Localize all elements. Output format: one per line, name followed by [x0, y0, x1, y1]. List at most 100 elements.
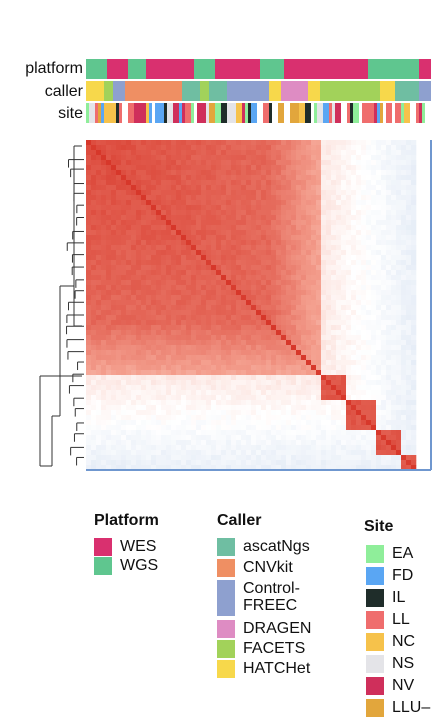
heatmap-cell	[136, 225, 142, 231]
heatmap-cell	[396, 375, 402, 381]
heatmap-cell	[101, 425, 107, 431]
heatmap-cell	[286, 310, 292, 316]
heatmap-cell	[246, 380, 252, 386]
heatmap-cell	[91, 280, 97, 286]
heatmap-cell	[296, 275, 302, 281]
heatmap-cell	[121, 225, 127, 231]
heatmap-cell	[391, 435, 397, 441]
heatmap-cell	[371, 365, 377, 371]
heatmap-cell	[306, 295, 312, 301]
heatmap-cell	[411, 175, 417, 181]
heatmap-cell	[146, 285, 152, 291]
heatmap-cell	[181, 350, 187, 356]
heatmap-cell	[261, 375, 267, 381]
heatmap-cell	[151, 310, 157, 316]
heatmap-cell	[201, 235, 207, 241]
heatmap-cell	[226, 190, 232, 196]
heatmap-cell	[171, 390, 177, 396]
heatmap-cell	[166, 350, 172, 356]
heatmap-cell	[196, 190, 202, 196]
heatmap-cell	[231, 310, 237, 316]
heatmap-cell	[296, 320, 302, 326]
heatmap-cell	[171, 180, 177, 186]
heatmap-cell	[221, 425, 227, 431]
heatmap-cell	[211, 275, 217, 281]
heatmap-cell	[176, 215, 182, 221]
track-site-cell	[398, 103, 401, 123]
heatmap-cell	[101, 225, 107, 231]
heatmap-cell	[186, 420, 192, 426]
heatmap-cell	[221, 460, 227, 466]
heatmap-cell	[196, 160, 202, 166]
heatmap-cell	[181, 175, 187, 181]
heatmap-cell	[336, 295, 342, 301]
heatmap-cell	[151, 260, 157, 266]
heatmap-cell	[356, 370, 362, 376]
heatmap-cell	[231, 210, 237, 216]
heatmap-cell	[316, 280, 322, 286]
heatmap-cell	[371, 325, 377, 331]
heatmap-cell	[171, 230, 177, 236]
heatmap-cell	[236, 160, 242, 166]
heatmap-cell	[286, 165, 292, 171]
heatmap-cell	[86, 145, 92, 151]
heatmap-cell	[211, 365, 217, 371]
heatmap-cell	[291, 245, 297, 251]
heatmap-cell	[376, 250, 382, 256]
heatmap-cell	[261, 150, 267, 156]
heatmap-cell	[401, 375, 407, 381]
track-site-cell	[230, 103, 233, 123]
heatmap-cell	[171, 350, 177, 356]
heatmap-cell	[241, 200, 247, 206]
heatmap-cell	[396, 285, 402, 291]
heatmap-cell	[231, 315, 237, 321]
heatmap-cell	[246, 405, 252, 411]
heatmap-cell	[141, 235, 147, 241]
heatmap-cell	[316, 260, 322, 266]
heatmap-cell	[201, 320, 207, 326]
track-site-cell	[266, 103, 269, 123]
heatmap-cell	[316, 460, 322, 466]
heatmap-cell	[261, 195, 267, 201]
heatmap-cell	[401, 185, 407, 191]
heatmap-cell	[396, 465, 402, 471]
heatmap-cell	[206, 420, 212, 426]
heatmap-cell	[96, 265, 102, 271]
heatmap-cell	[401, 290, 407, 296]
heatmap-cell	[241, 270, 247, 276]
heatmap-cell	[316, 225, 322, 231]
heatmap-cell	[271, 330, 277, 336]
heatmap-cell	[161, 350, 167, 356]
heatmap-cell	[86, 350, 92, 356]
heatmap-cell	[246, 280, 252, 286]
heatmap-cell	[206, 275, 212, 281]
heatmap-cell	[276, 395, 282, 401]
heatmap-cell	[406, 165, 412, 171]
heatmap-cell	[211, 435, 217, 441]
heatmap-cell	[196, 425, 202, 431]
track-platform-cell	[377, 59, 380, 79]
heatmap-cell	[281, 285, 287, 291]
heatmap-cell	[286, 295, 292, 301]
heatmap-cell	[86, 365, 92, 371]
heatmap-cell	[301, 300, 307, 306]
heatmap-cell	[376, 435, 382, 441]
heatmap-cell	[296, 260, 302, 266]
heatmap-cell	[206, 460, 212, 466]
heatmap-cell	[176, 400, 182, 406]
heatmap-cell	[131, 345, 137, 351]
heatmap-cell	[156, 360, 162, 366]
heatmap-cell	[381, 460, 387, 466]
heatmap-cell	[256, 230, 262, 236]
heatmap-cell	[271, 230, 277, 236]
heatmap-cell	[321, 455, 327, 461]
heatmap-cell	[336, 400, 342, 406]
heatmap-cell	[336, 300, 342, 306]
heatmap-cell	[186, 185, 192, 191]
heatmap-cell	[251, 360, 257, 366]
heatmap-cell	[261, 440, 267, 446]
heatmap-cell	[161, 190, 167, 196]
heatmap-cell	[411, 235, 417, 241]
track-platform-cell	[137, 59, 140, 79]
heatmap-cell	[146, 400, 152, 406]
